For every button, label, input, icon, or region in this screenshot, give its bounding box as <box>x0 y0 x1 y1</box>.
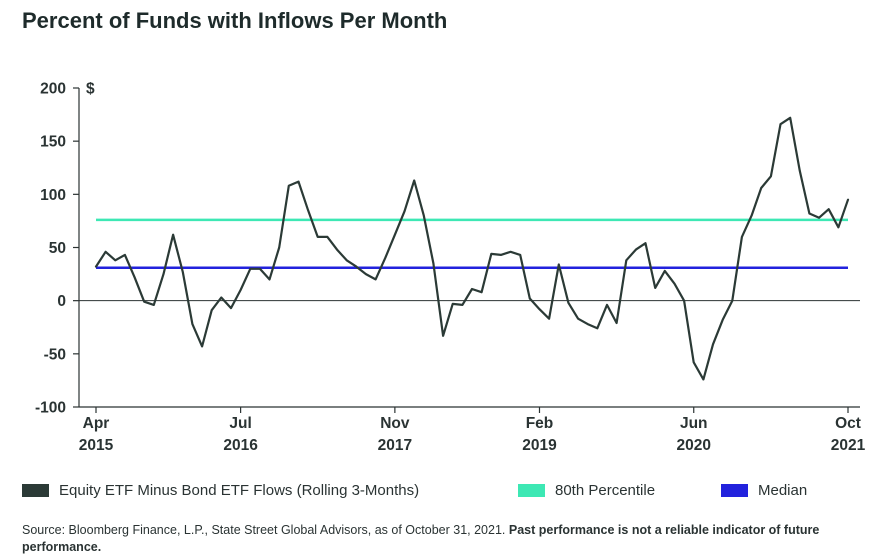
legend-label-80th-percentile: 80th Percentile <box>555 482 656 499</box>
legend-item-80th-percentile: 80th Percentile <box>518 482 655 499</box>
chart-lines <box>94 116 850 381</box>
y-tick-label: -100 <box>35 400 66 417</box>
source-note: Source: Bloomberg Finance, L.P., State S… <box>22 522 872 556</box>
chart-axes <box>78 88 860 408</box>
x-tick-label-year: 2020 <box>677 437 711 454</box>
chart-ticks: 200 150 100 50 0 -50 -100 $ Apr 2015 Jul 2016 Nov 201… <box>35 81 866 455</box>
y-tick-label: 100 <box>40 187 66 204</box>
y-tick-label: -50 <box>44 346 66 363</box>
legend-swatch-median <box>721 484 748 497</box>
x-tick-label-year: 2021 <box>831 437 866 454</box>
x-tick-label-month: Jun <box>680 415 708 432</box>
legend-swatch-flows <box>22 484 49 497</box>
line-chart: 200 150 100 50 0 -50 -100 $ Apr 2015 Jul 2016 Nov 201… <box>35 81 866 455</box>
disclaimer-text: Past performance is not a reliable indic… <box>22 523 820 554</box>
x-tick-label-month: Feb <box>526 415 554 432</box>
chart-legend: Equity ETF Minus Bond ETF Flows (Rolling… <box>22 482 862 504</box>
y-tick-label: 50 <box>49 240 66 257</box>
x-tick-label-year: 2015 <box>79 437 114 454</box>
x-tick-label-month: Jul <box>229 415 251 432</box>
x-tick-label-month: Apr <box>83 415 110 432</box>
flows-series-line <box>94 116 850 381</box>
y-tick-label: 150 <box>40 134 66 151</box>
x-tick-label-year: 2016 <box>223 437 258 454</box>
legend-swatch-80th-percentile <box>518 484 545 497</box>
legend-label-flows: Equity ETF Minus Bond ETF Flows (Rolling… <box>59 482 420 499</box>
y-tick-label: 200 <box>40 81 66 98</box>
y-unit-label: $ <box>86 81 95 98</box>
x-tick-label-year: 2017 <box>378 437 412 454</box>
legend-item-median: Median <box>721 482 807 499</box>
legend-label-median: Median <box>758 482 808 499</box>
x-tick-label-year: 2019 <box>522 437 557 454</box>
chart-title: Percent of Funds with Inflows Per Month <box>22 8 448 33</box>
legend-item-flows: Equity ETF Minus Bond ETF Flows (Rolling… <box>22 482 419 499</box>
y-tick-label: 0 <box>57 293 66 310</box>
x-tick-label-month: Nov <box>380 415 410 432</box>
source-text: Source: Bloomberg Finance, L.P., State S… <box>22 523 509 537</box>
x-tick-label-month: Oct <box>835 415 861 432</box>
